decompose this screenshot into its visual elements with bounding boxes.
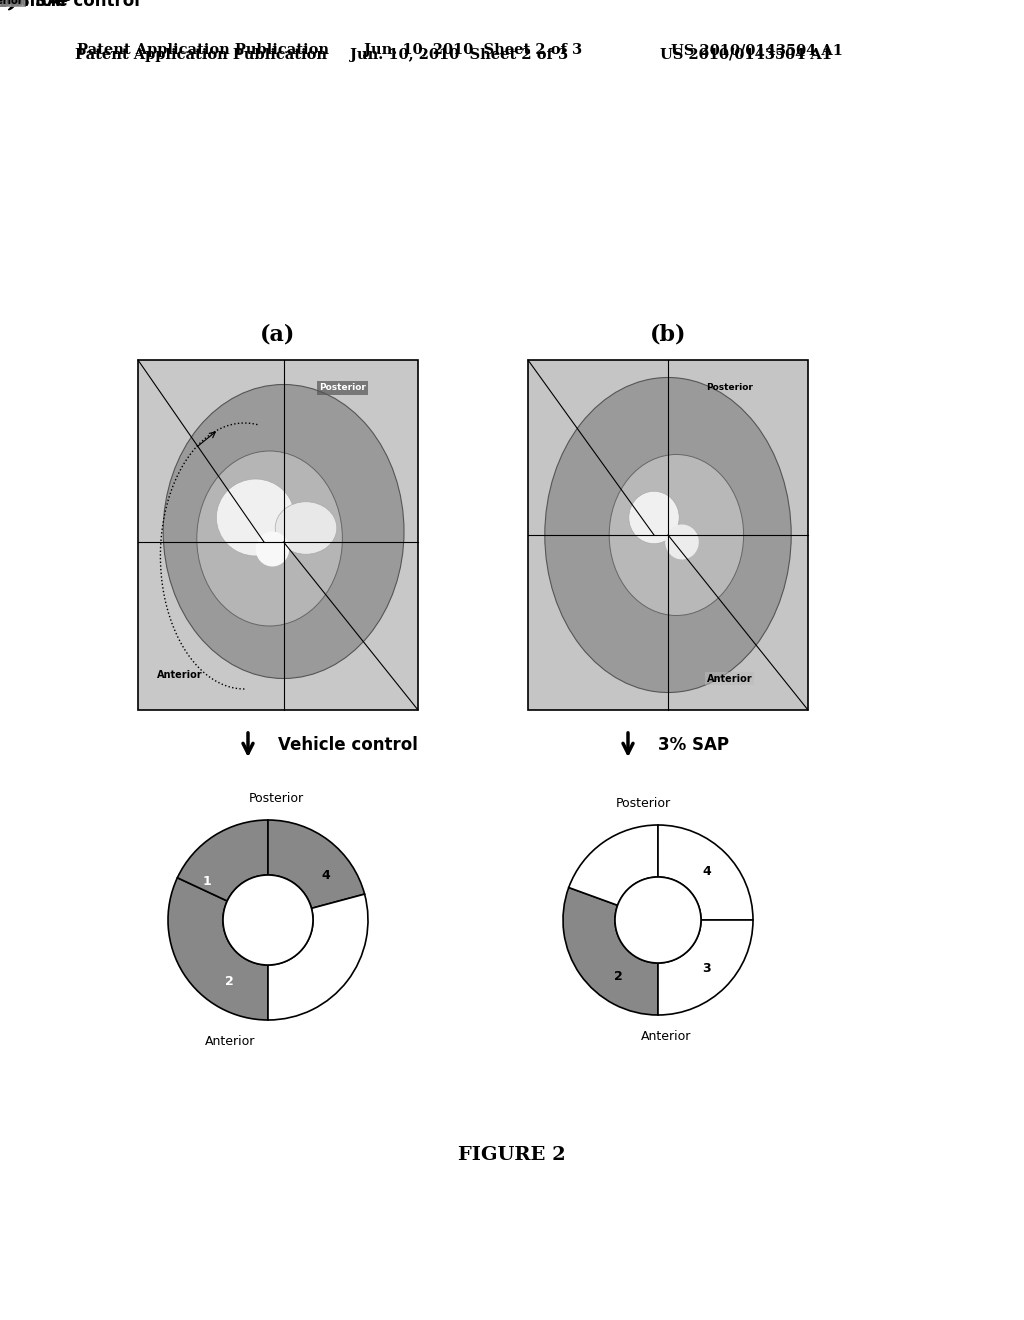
Text: Vehicle control: Vehicle control [0,0,140,9]
Text: Patent Application Publication: Patent Application Publication [75,48,327,62]
Text: Posterior: Posterior [0,0,24,5]
Wedge shape [568,825,658,906]
Ellipse shape [163,384,404,678]
Wedge shape [658,825,753,920]
Circle shape [615,876,701,964]
Text: Posterior: Posterior [318,384,366,392]
Text: 3% SAP: 3% SAP [658,737,729,754]
Ellipse shape [256,532,289,566]
Text: 3: 3 [308,972,316,983]
Circle shape [223,875,313,965]
Text: Jun. 10, 2010  Sheet 2 of 3: Jun. 10, 2010 Sheet 2 of 3 [364,44,582,57]
Text: US 2010/0143504 A1: US 2010/0143504 A1 [660,48,831,62]
Ellipse shape [275,502,337,554]
Text: 3% SAP: 3% SAP [1,0,72,9]
Text: (a): (a) [0,0,18,12]
Ellipse shape [666,524,698,560]
Text: Posterior: Posterior [707,384,753,392]
Wedge shape [268,820,365,908]
Text: Posterior: Posterior [615,797,671,810]
Wedge shape [658,920,753,1015]
Text: Anterior: Anterior [205,1035,255,1048]
Text: Anterior: Anterior [0,0,24,5]
FancyBboxPatch shape [528,360,808,710]
Text: 4: 4 [702,865,711,878]
Text: 2: 2 [224,974,233,987]
Text: (b): (b) [0,0,18,12]
Text: 1: 1 [597,874,606,887]
Ellipse shape [609,454,743,615]
Wedge shape [563,887,658,1015]
Text: Patent Application Publication: Patent Application Publication [77,44,329,57]
Wedge shape [268,894,368,1020]
Text: 3: 3 [702,962,711,975]
Text: 4: 4 [322,870,330,882]
Text: Jun. 10, 2010  Sheet 2 of 3: Jun. 10, 2010 Sheet 2 of 3 [350,48,568,62]
Text: Anterior: Anterior [0,0,23,5]
Text: 1: 1 [203,875,211,887]
Text: (a): (a) [260,323,296,346]
Ellipse shape [216,479,295,556]
FancyBboxPatch shape [138,360,418,710]
Text: Posterior: Posterior [249,792,303,805]
Text: Anterior: Anterior [641,1030,691,1043]
Text: (b): (b) [650,323,686,346]
Ellipse shape [197,451,342,626]
Wedge shape [177,820,268,902]
Text: FIGURE 2: FIGURE 2 [458,1146,566,1164]
Ellipse shape [545,378,792,693]
Text: Vehicle control: Vehicle control [278,737,418,754]
Text: 2: 2 [614,970,623,983]
Text: Anterior: Anterior [158,671,203,680]
Ellipse shape [629,491,679,544]
Text: US 2010/0143504 A1: US 2010/0143504 A1 [671,44,843,57]
Text: Anterior: Anterior [707,673,753,684]
Wedge shape [168,878,268,1020]
Text: Posterior: Posterior [0,0,25,5]
